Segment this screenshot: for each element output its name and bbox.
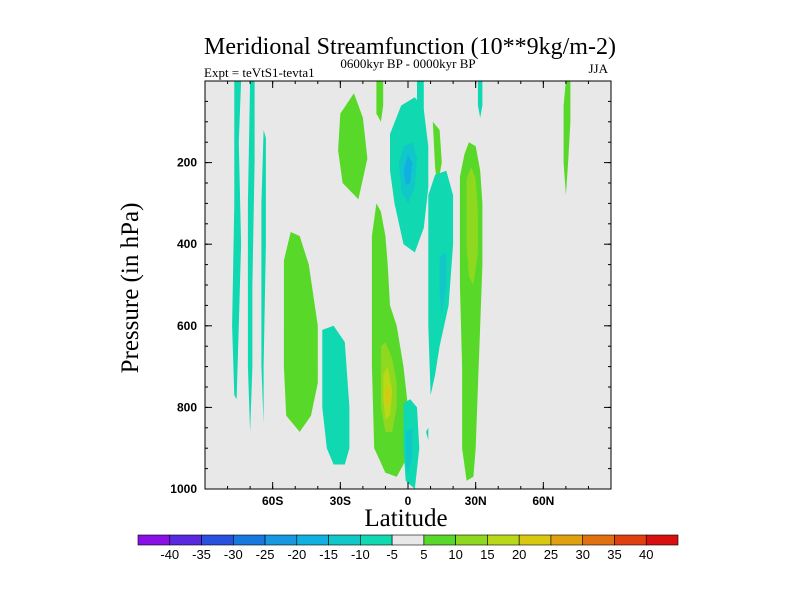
y-tick-label: 800 [177,400,197,414]
colorbar-label: -20 [287,547,306,562]
x-ticks: 60S 30S 0 30N 60N [204,81,612,508]
colorbar-box [518,534,552,546]
colorbar-box [169,534,202,546]
contour-region-5 [432,121,442,188]
contour-region--5 [477,81,483,118]
colorbar-box [328,534,361,546]
chart-title: Meridional Streamfunction (10**9kg/m-2) [204,34,616,60]
y-tick-label: 600 [177,319,197,333]
colorbar-label: -5 [386,547,398,562]
experiment-label: Expt = teVtS1-tevta1 [204,65,315,80]
y-axis-label: Pressure (in hPa) [117,203,144,374]
contour-region--10 [439,252,447,314]
colorbar-label: 15 [480,547,494,562]
x-tick-label: 30N [465,494,487,508]
contour-region--5 [322,325,350,465]
colorbar-label: 30 [575,547,589,562]
colorbar-box [614,534,647,546]
colorbar-label: -25 [256,547,275,562]
contour-region--5 [232,81,242,400]
colorbar-label: -30 [224,547,243,562]
contour-region--10 [405,427,413,473]
colorbar-box [423,534,456,546]
colorbar-label: 40 [639,547,653,562]
colorbar-box [137,534,171,546]
colorbar-box [264,534,298,546]
colorbar-label: 10 [448,547,462,562]
contour-region--5 [261,130,266,424]
contour-region-10 [466,166,478,285]
contour-region--5 [247,81,255,432]
x-tick-label: 30S [330,494,351,508]
season-label: JJA [588,61,608,76]
colorbar-box [201,534,234,546]
y-tick-label: 200 [177,156,197,170]
colorbar-label: 5 [420,547,427,562]
colorbar-box [487,534,520,546]
contour-region-20 [385,387,390,406]
y-tick-label: 400 [177,237,197,251]
contour-region-5 [563,81,571,196]
colorbar-box [582,534,615,546]
colorbar: -40 -35 -30 -25 -20 -15 -10 -5 5 10 15 20 25 30 35 40 [137,534,679,562]
contour-region--5 [426,427,429,440]
contour-region-5 [338,93,368,200]
colorbar-label: -40 [160,547,179,562]
colorbar-label: 20 [512,547,526,562]
colorbar-label: 35 [607,547,621,562]
y-tick-label: 1000 [170,482,197,496]
contour-region-5 [371,203,408,477]
period-label: 0600kyr BP - 0000kyr BP [340,56,475,71]
colorbar-label: 25 [544,547,558,562]
colorbar-label: -15 [319,547,338,562]
colorbar-label: -10 [351,547,370,562]
contour-region--15 [403,154,413,185]
colorbar-box [391,534,425,546]
contour-regions [232,81,571,489]
x-tick-label: 60S [262,494,283,508]
colorbar-box [550,534,584,546]
colorbar-box [645,534,679,546]
colorbar-box [296,534,329,546]
colorbar-label: -35 [192,547,211,562]
y-ticks: 200 400 600 800 1000 [170,80,611,496]
contour-region-5 [283,232,318,432]
x-tick-label: 60N [532,494,554,508]
colorbar-box [360,534,393,546]
contour-region-5 [376,81,384,122]
colorbar-box [455,534,488,546]
x-axis-label: Latitude [364,505,447,532]
colorbar-box [232,534,266,546]
x-tick-label: 0 [405,494,412,508]
